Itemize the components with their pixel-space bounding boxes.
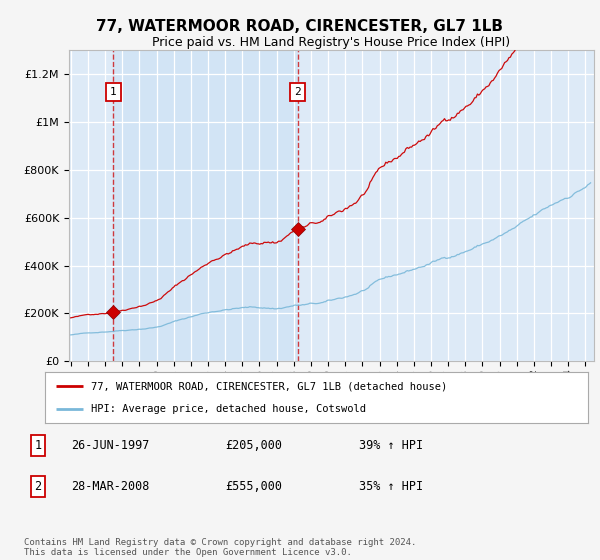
Text: 39% ↑ HPI: 39% ↑ HPI [359, 439, 423, 452]
Text: 2: 2 [34, 480, 41, 493]
Text: 77, WATERMOOR ROAD, CIRENCESTER, GL7 1LB: 77, WATERMOOR ROAD, CIRENCESTER, GL7 1LB [97, 20, 503, 34]
Text: £555,000: £555,000 [225, 480, 282, 493]
Text: £205,000: £205,000 [225, 439, 282, 452]
Text: 26-JUN-1997: 26-JUN-1997 [71, 439, 150, 452]
Text: 2: 2 [295, 87, 301, 97]
Text: 1: 1 [110, 87, 116, 97]
Text: Contains HM Land Registry data © Crown copyright and database right 2024.
This d: Contains HM Land Registry data © Crown c… [24, 538, 416, 557]
Text: 77, WATERMOOR ROAD, CIRENCESTER, GL7 1LB (detached house): 77, WATERMOOR ROAD, CIRENCESTER, GL7 1LB… [91, 381, 448, 391]
Text: 35% ↑ HPI: 35% ↑ HPI [359, 480, 423, 493]
Text: 1: 1 [34, 439, 41, 452]
Title: Price paid vs. HM Land Registry's House Price Index (HPI): Price paid vs. HM Land Registry's House … [152, 36, 511, 49]
Bar [113, 50, 298, 361]
Text: HPI: Average price, detached house, Cotswold: HPI: Average price, detached house, Cots… [91, 404, 366, 414]
Text: 28-MAR-2008: 28-MAR-2008 [71, 480, 150, 493]
